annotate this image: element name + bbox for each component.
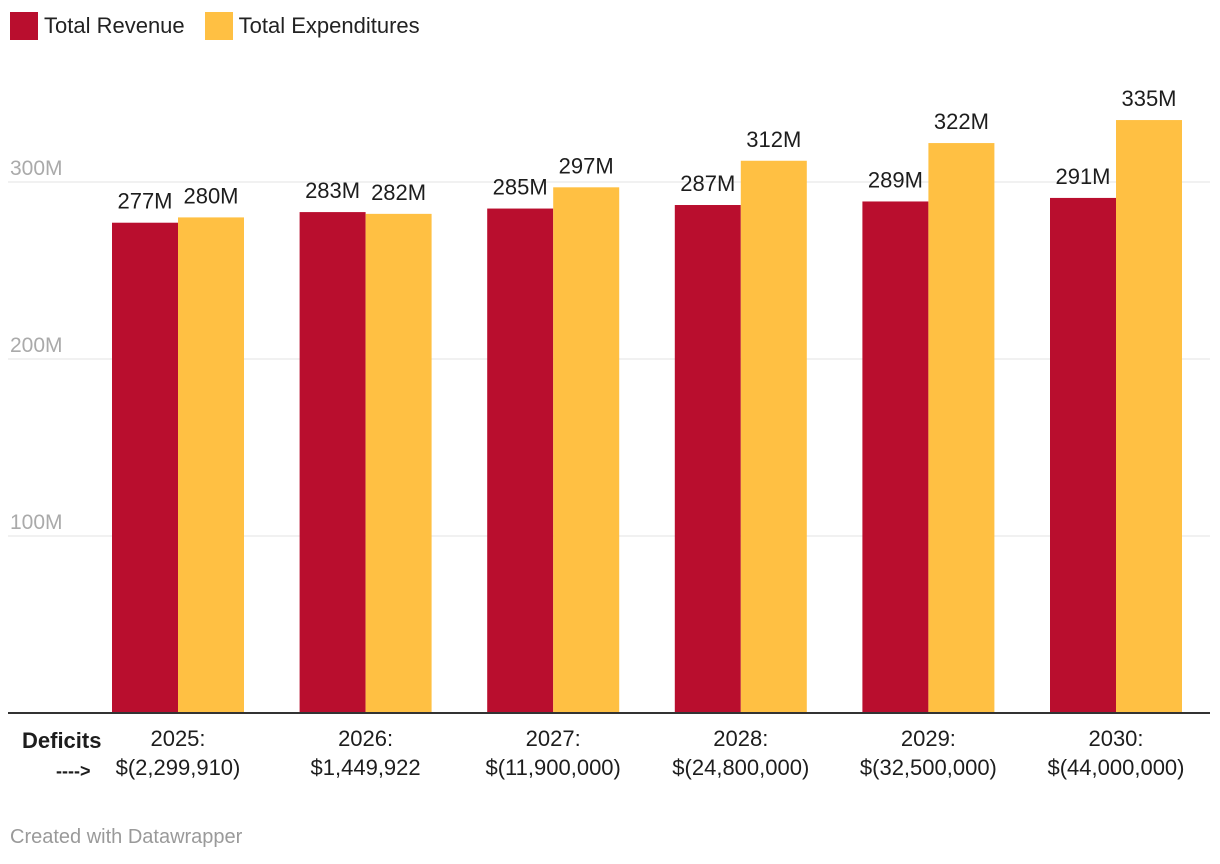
x-tick-label-2028-deficit: $(24,800,000) [672,755,809,780]
data-label-revenue-2026: 283M [305,178,360,203]
data-label-revenue-2028: 287M [680,171,735,196]
data-label-revenue-2030: 291M [1055,164,1110,189]
bar-chart: 100M 200M 300M 277M 280M 2025: $(2,299,910) 283… [8,86,1210,781]
y-tick-label-100: 100M [10,511,63,534]
x-tick-label-2027-deficit: $(11,900,000) [486,755,621,780]
x-tick-label-2027-year: 2027: [526,726,581,751]
y-tick-label-200: 200M [10,334,63,357]
x-tick-label-2029-deficit: $(32,500,000) [860,755,997,780]
data-label-expenditures-2025: 280M [183,183,238,208]
legend-swatch-revenue [10,12,38,40]
bar-revenue-2026 [299,212,366,713]
data-label-expenditures-2030: 335M [1121,86,1176,111]
data-label-revenue-2025: 277M [117,189,172,214]
legend-label-revenue: Total Revenue [44,13,185,38]
y-tick-label-300: 300M [10,157,63,180]
x-tick-label-2029-year: 2029: [901,726,956,751]
bar-revenue-2027 [487,208,554,714]
bar-expenditures-2028 [740,160,807,713]
data-label-expenditures-2027: 297M [559,153,614,178]
x-tick-label-2030-deficit: $(44,000,000) [1048,755,1185,780]
bar-expenditures-2029 [928,143,995,713]
x-tick-label-2030-year: 2030: [1088,726,1143,751]
data-label-revenue-2029: 289M [868,167,923,192]
legend-item-revenue: Total Revenue [10,12,185,40]
x-tick-label-2025-year: 2025: [150,726,205,751]
bar-expenditures-2025 [178,217,244,713]
bar-revenue-2025 [112,222,178,713]
bar-revenue-2029 [862,201,929,713]
data-label-expenditures-2029: 322M [934,109,989,134]
bar-expenditures-2030 [1116,120,1182,714]
deficits-annotation-arrow: ----> [56,761,91,781]
x-tick-label-2026-year: 2026: [338,726,393,751]
bar-revenue-2028 [674,205,741,713]
data-label-revenue-2027: 285M [493,175,548,200]
legend-swatch-expenditures [204,12,233,40]
legend: Total Revenue Total Expenditures [10,12,440,40]
x-tick-label-2026-deficit: $1,449,922 [311,755,421,780]
deficits-annotation-label: Deficits [22,728,101,753]
bar-expenditures-2027 [553,187,620,713]
legend-label-expenditures: Total Expenditures [238,13,420,38]
x-tick-label-2025-deficit: $(2,299,910) [116,755,241,780]
data-label-expenditures-2028: 312M [746,127,801,152]
footer-credit: Created with Datawrapper [10,826,243,848]
data-label-expenditures-2026: 282M [371,180,426,205]
legend-item-expenditures: Total Expenditures [204,12,420,40]
bar-revenue-2030 [1050,197,1116,713]
x-tick-label-2028-year: 2028: [713,726,768,751]
bar-expenditures-2026 [365,213,432,714]
